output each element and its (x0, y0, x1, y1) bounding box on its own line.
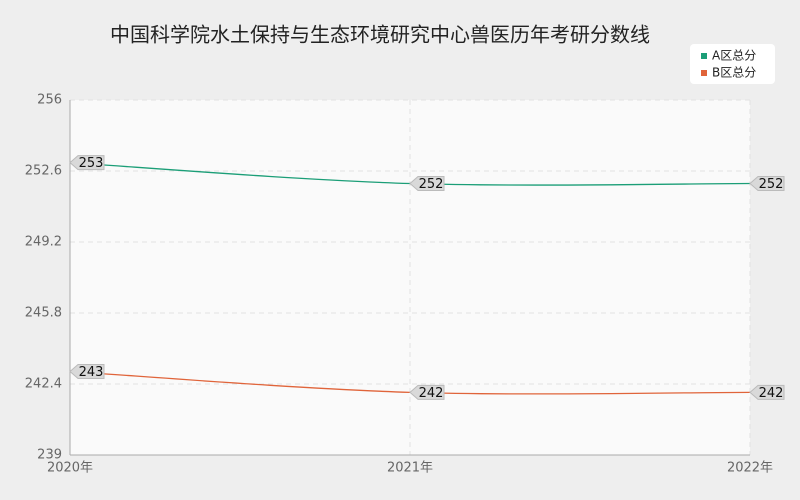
legend-swatch (701, 53, 707, 59)
value-label-box (409, 384, 445, 400)
legend-swatch (701, 70, 707, 76)
legend: A区总分 B区总分 (690, 44, 775, 84)
x-tick-label: 2022年 (727, 461, 773, 476)
x-tick-label: 2021年 (387, 461, 433, 476)
plot-area (70, 100, 750, 455)
chart-title: 中国科学院水土保持与生态环境研究中心兽医历年考研分数线 (110, 23, 650, 47)
value-label: 252 (419, 177, 444, 192)
y-tick-label: 249.2 (25, 235, 62, 250)
value-label-box (749, 384, 785, 400)
x-tick-label: 2020年 (47, 461, 93, 476)
value-label: 243 (79, 365, 104, 380)
value-label-box (409, 176, 445, 192)
value-label: 242 (759, 386, 784, 401)
y-tick-label: 256 (37, 93, 62, 108)
y-tick-label: 252.6 (25, 164, 62, 179)
value-label: 242 (419, 386, 444, 401)
value-label: 252 (759, 177, 784, 192)
y-tick-label: 242.4 (25, 377, 62, 392)
value-label: 253 (79, 156, 104, 171)
y-tick-label: 245.8 (25, 306, 62, 321)
y-tick-label: 239 (37, 448, 62, 463)
legend-label: A区总分 (712, 49, 756, 63)
legend-label: B区总分 (712, 66, 756, 80)
legend-box (690, 44, 775, 84)
value-label-box (749, 176, 785, 192)
value-label-box (69, 363, 105, 379)
value-label-box (69, 155, 105, 171)
